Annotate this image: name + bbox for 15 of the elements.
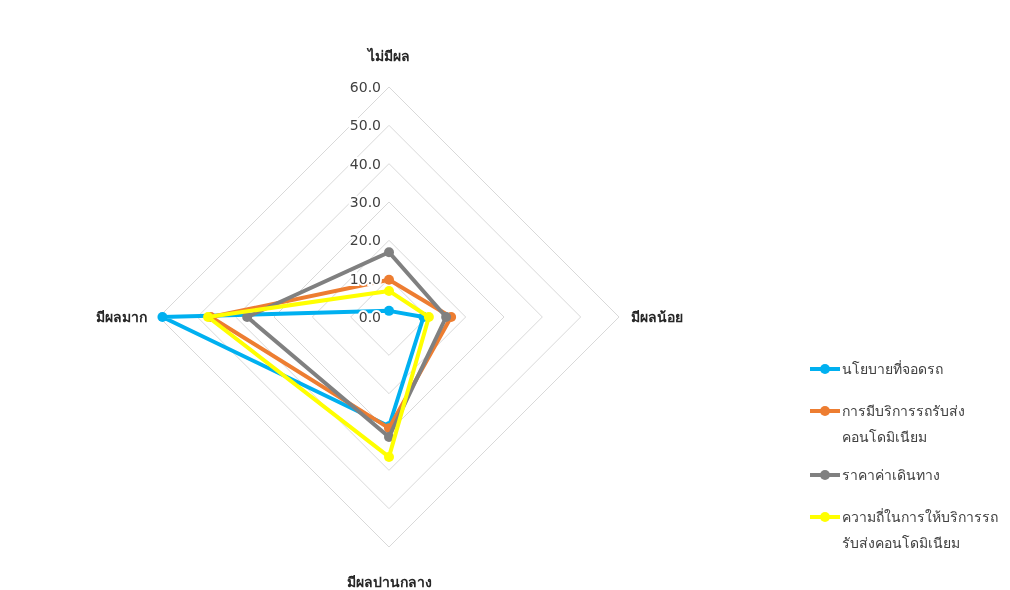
y-tick-label: 0.0 — [358, 309, 381, 325]
y-tick-label: 50.0 — [349, 117, 381, 134]
y-tick-label: 40.0 — [349, 155, 381, 172]
legend-label: นโยบายที่จอดรถ — [842, 359, 944, 379]
spoke-label: มีผลมาก — [96, 309, 147, 325]
y-tick-label: 10.0 — [349, 270, 381, 287]
legend-label: ความถี่ในการให้บริการรถรับส่งคอนโดมิเนียม — [842, 507, 999, 553]
y-tick-label: 60.0 — [349, 79, 381, 95]
y-tick-label: 20.0 — [349, 232, 381, 249]
legend-label: การมีบริการรถรับส่งคอนโดมิเนียม — [842, 402, 966, 447]
y-tick-label: 30.0 — [349, 194, 381, 210]
spoke-label: มีผลปานกลาง — [346, 574, 432, 590]
spoke-label: ไม่มีผล — [366, 47, 410, 64]
legend-label: ราคาค่าเดินทาง — [842, 466, 941, 485]
spoke-label: มีผลน้อย — [631, 309, 683, 325]
